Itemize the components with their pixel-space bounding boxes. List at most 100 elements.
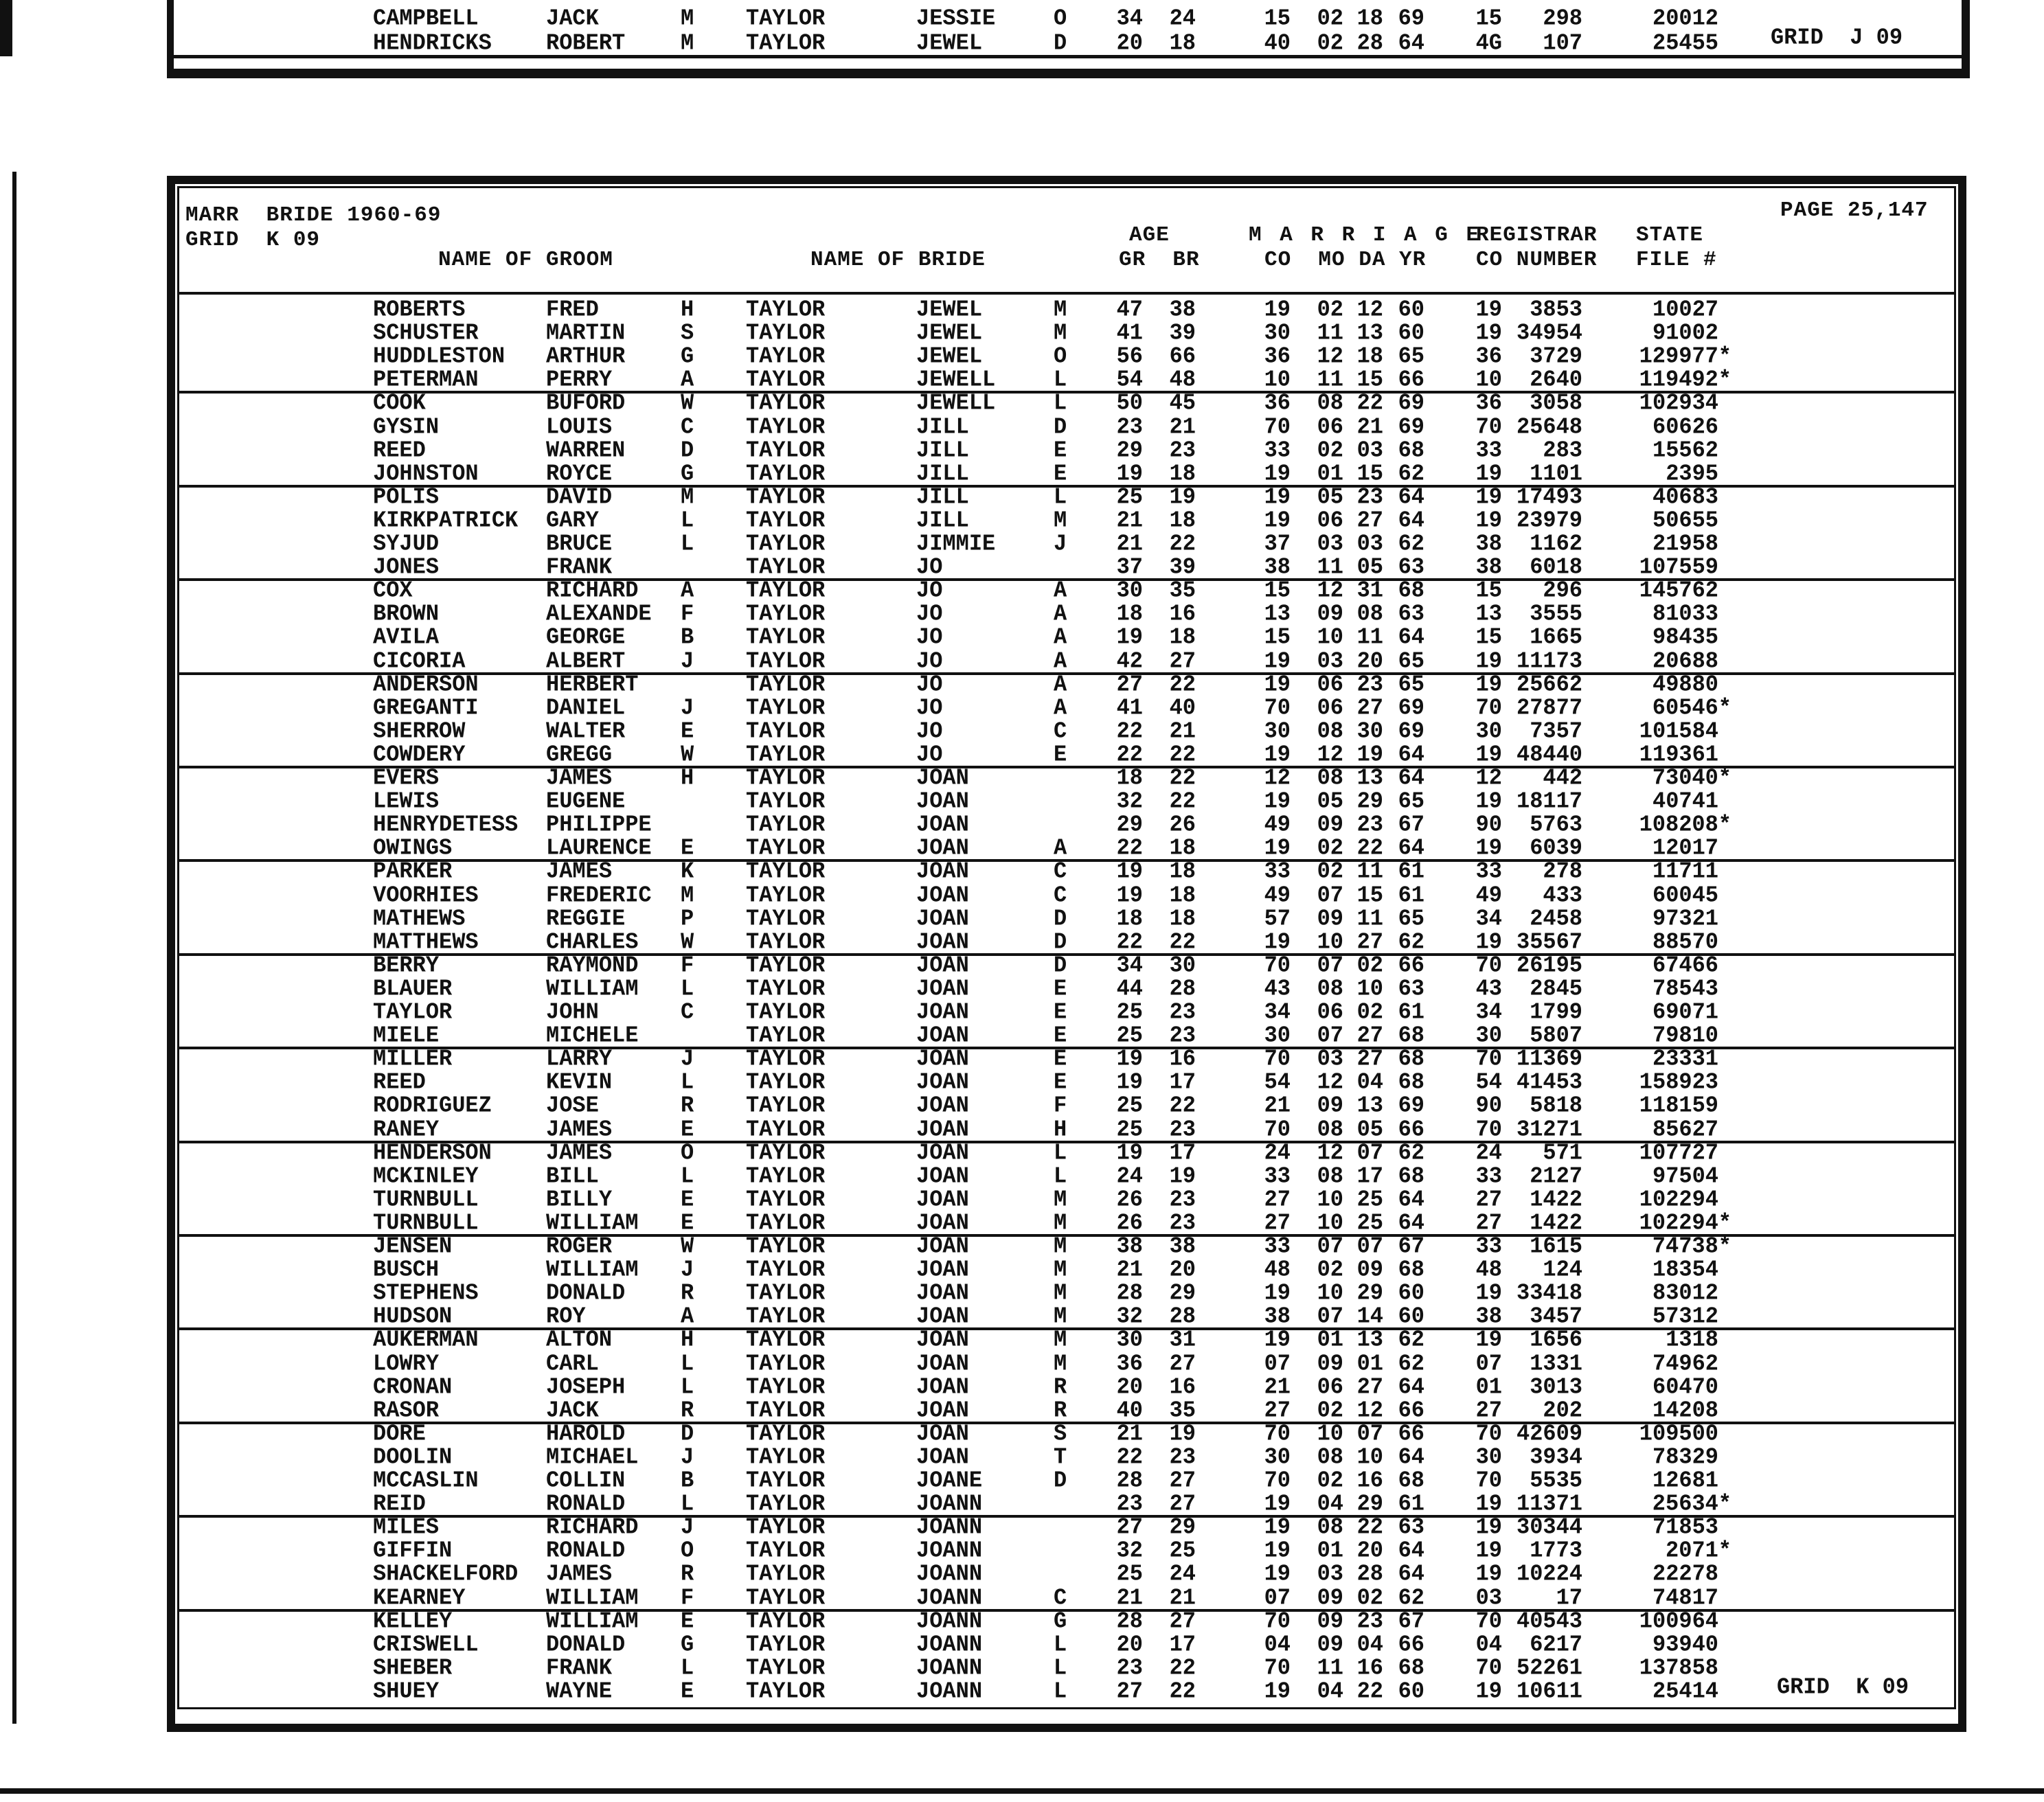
cell-groom-mi: F (681, 600, 694, 627)
cell-bride-last: TAYLOR (746, 1537, 826, 1564)
cell-groom-last: HENDERSON (373, 1139, 492, 1166)
header-gr-br: GR BR (1119, 248, 1200, 272)
cell-age-gr: 21 (1116, 530, 1143, 557)
cell-groom-last: COOK (373, 389, 426, 416)
cell-bride-mi: M (1054, 1233, 1067, 1259)
cell-bride-last: TAYLOR (746, 343, 826, 369)
cell-age-br: 17 (1169, 1139, 1196, 1166)
cell-state-file: 102934 (1639, 389, 1718, 416)
cell-reg-co: 49 (1475, 882, 1502, 909)
cell-groom-first: KEVIN (546, 1069, 613, 1095)
cell-marr-yr: 63 (1398, 975, 1424, 1002)
cell-bride-last: TAYLOR (746, 811, 826, 838)
cell-state-file: 74817 (1652, 1584, 1718, 1611)
cell-bride-mi: H (1054, 1116, 1067, 1143)
cell-groom-mi: F (681, 1584, 694, 1611)
cell-groom-mi: D (681, 437, 694, 464)
cell-age-br: 29 (1169, 1279, 1196, 1306)
cell-reg-co: 70 (1475, 952, 1502, 979)
cell-groom-last: REED (373, 1069, 426, 1095)
cell-age-br: 22 (1169, 1654, 1196, 1681)
cell-age-gr: 28 (1116, 1608, 1143, 1634)
cell-marr-mo: 12 (1317, 1139, 1343, 1166)
cell-marr-co: 04 (1264, 1631, 1291, 1658)
cell-age-br: 23 (1169, 1444, 1196, 1470)
cell-groom-first: ROYCE (546, 460, 613, 487)
cell-marr-yr: 64 (1398, 1186, 1424, 1213)
cell-marr-co: 13 (1264, 600, 1291, 627)
cell-groom-last: HUDDLESTON (373, 343, 506, 369)
cell-age-gr: 47 (1116, 296, 1143, 323)
cell-state-file: 108208* (1639, 811, 1731, 838)
cell-marr-da: 28 (1356, 1560, 1383, 1587)
cell-reg-number: 1799 (1530, 999, 1582, 1025)
cell-bride-last: TAYLOR (746, 554, 826, 580)
cell-groom-last: TURNBULL (373, 1186, 479, 1213)
cell-marr-da: 29 (1356, 1279, 1383, 1306)
cell-marr-co: 30 (1264, 1022, 1291, 1049)
cell-marr-mo: 11 (1317, 319, 1343, 346)
cell-groom-first: FRANK (546, 554, 613, 580)
cell-state-file: 102294 (1639, 1186, 1718, 1213)
cell-bride-last: TAYLOR (746, 1116, 826, 1143)
cell-reg-number: 3013 (1530, 1373, 1582, 1400)
cell-marr-yr: 65 (1398, 905, 1424, 932)
cell-reg-co: 54 (1475, 1069, 1502, 1095)
cell-age-br: 27 (1169, 648, 1196, 674)
cell-bride-mi: M (1054, 1279, 1067, 1306)
cell-marr-co: 70 (1264, 1045, 1291, 1072)
cell-state-file: 21958 (1652, 530, 1718, 557)
cell-state-file: 15562 (1652, 437, 1718, 464)
cell-age-gr: 25 (1116, 1022, 1143, 1049)
cell-bride-mi: M (1054, 1326, 1067, 1353)
previous-section-bottom-border (167, 69, 1970, 78)
cell-age-gr: 27 (1116, 671, 1143, 698)
cell-age-gr: 42 (1116, 648, 1143, 674)
cell-reg-number: 6039 (1530, 834, 1582, 861)
cell-marr-mo: 01 (1317, 1537, 1343, 1564)
cell-age-gr: 28 (1116, 1467, 1143, 1494)
cell-marr-da: 16 (1356, 1654, 1383, 1681)
cell-groom-last: SHEBER (373, 1654, 453, 1681)
cell-marr-da: 23 (1356, 483, 1383, 510)
cell-groom-first: RONALD (546, 1490, 626, 1517)
cell-groom-last: EVERS (373, 764, 440, 791)
cell-state-file: 109500 (1639, 1420, 1718, 1447)
cell-marr-da: 10 (1356, 1444, 1383, 1470)
cell-age-br: 16 (1169, 600, 1196, 627)
cell-groom-mi: L (681, 1163, 694, 1189)
cell-reg-number: 26195 (1516, 952, 1582, 979)
cell-bride-last: TAYLOR (746, 1373, 826, 1400)
cell-bride-last: TAYLOR (746, 858, 826, 885)
cell-groom-last: ANDERSON (373, 671, 479, 698)
cell-groom-last: AUKERMAN (373, 1326, 479, 1353)
cell-marr-da: 10 (1356, 975, 1383, 1002)
cell-age-gr: 18 (1116, 600, 1143, 627)
cell-bride-last: TAYLOR (746, 718, 826, 744)
cell-state-file: 10027 (1652, 296, 1718, 323)
cell-reg-co: 19 (1475, 788, 1502, 814)
cell-marr-yr: 62 (1398, 1326, 1424, 1353)
cell-age-br: 27 (1169, 1608, 1196, 1634)
cell-age-gr: 19 (1116, 882, 1143, 909)
cell-reg-number: 2127 (1530, 1163, 1582, 1189)
cell-state-file: 2071* (1665, 1537, 1731, 1564)
previous-section-bottom-rule (167, 55, 1966, 58)
cell-marr-mo: 09 (1317, 1608, 1343, 1634)
cell-groom-last: CICORIA (373, 648, 466, 674)
cell-age-br: 23 (1169, 437, 1196, 464)
cell-marr-mo: 01 (1317, 460, 1343, 487)
cell-reg-co: 27 (1475, 1209, 1502, 1236)
cell-marr-yr: 65 (1398, 648, 1424, 674)
cell-reg-number: 278 (1543, 858, 1582, 885)
cell-bride-last: TAYLOR (746, 1186, 826, 1213)
cell-reg-co: 19 (1475, 1514, 1502, 1540)
cell-reg-number: 11369 (1516, 1045, 1582, 1072)
cell-state-file: 18354 (1652, 1256, 1718, 1283)
cell-age-gr: 26 (1116, 1209, 1143, 1236)
cell-reg-number: 1422 (1530, 1209, 1582, 1236)
cell-groom-mi: J (681, 694, 694, 721)
cell-reg-co: 03 (1475, 1584, 1502, 1611)
cell-marr-da: 08 (1356, 600, 1383, 627)
cell-reg-co: 33 (1475, 437, 1502, 464)
